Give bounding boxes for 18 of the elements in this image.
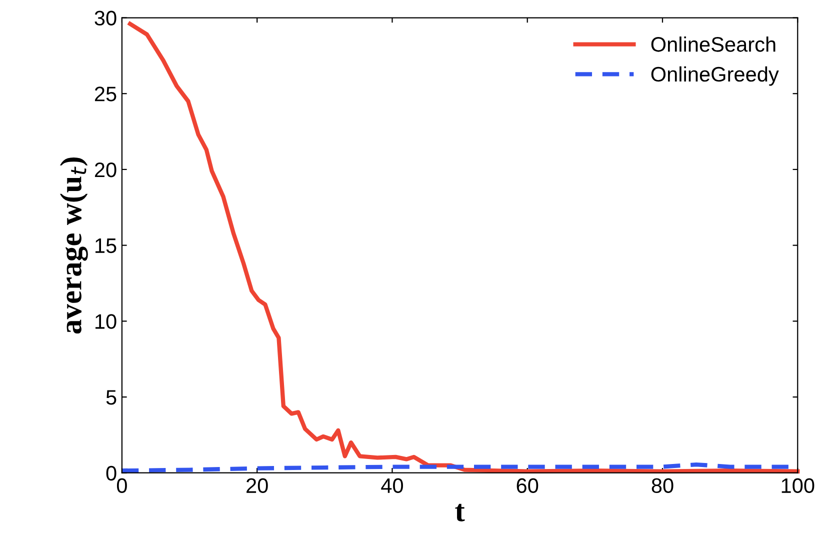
x-tick-label: 40 (381, 478, 403, 494)
x-tick-label: 20 (246, 478, 268, 494)
x-axis-title: t (455, 504, 465, 522)
y-tick-label: 5 (106, 390, 116, 405)
line-series (128, 22, 800, 474)
y-tick-label: 10 (96, 314, 116, 329)
y-axis-title: average w(u$_{t}$) (60, 158, 88, 334)
y-tick-label: 25 (94, 86, 116, 102)
legend-label: OnlineGreedy (651, 66, 779, 86)
legend-label: OnlineSearch (651, 36, 776, 52)
x-tick-label: 100 (782, 478, 814, 494)
x-tick-label: 60 (516, 478, 538, 494)
y-tick-label: 30 (94, 10, 116, 26)
x-tick-label: 0 (116, 478, 127, 494)
y-tick-label: 20 (94, 162, 116, 178)
y-tick-label: 0 (106, 466, 116, 481)
y-tick-label: 15 (96, 238, 116, 254)
x-tick-label: 80 (652, 478, 674, 494)
